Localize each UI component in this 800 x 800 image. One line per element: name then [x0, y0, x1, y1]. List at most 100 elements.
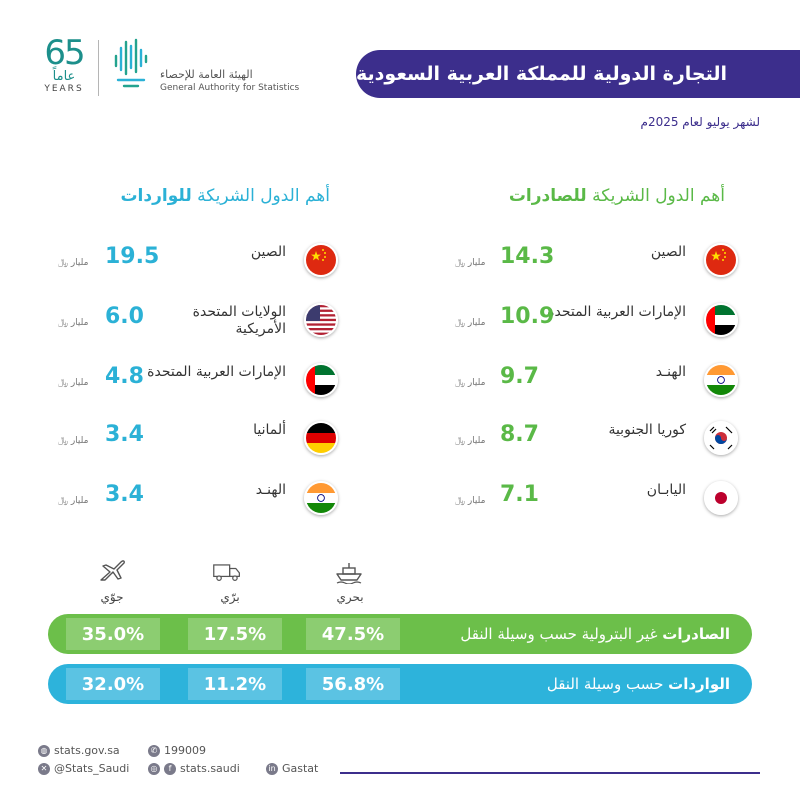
germany-flag: [304, 421, 338, 455]
imports-row: الإمارات العربية المتحدة 4.8 مليار ﷼: [0, 360, 800, 400]
imports-country-name: الإمارات العربية المتحدة: [147, 364, 286, 380]
uae-flag: [704, 303, 738, 337]
page-title-banner: التجارة الدولية للمملكة العربية السعودية: [356, 50, 800, 98]
exports-value: 9.7: [500, 364, 539, 389]
website-text: stats.gov.sa: [54, 744, 120, 757]
exports-heading: أهم الدول الشريكة للصادرات: [509, 186, 725, 206]
exports-country-name: الصين: [650, 244, 686, 260]
x-twitter-icon: ✕: [38, 762, 50, 775]
anniversary-arabic: عاماً: [52, 69, 76, 84]
exports-bar-label-bold: الصادرات: [662, 625, 730, 643]
globe-icon: ◍: [38, 744, 50, 757]
exports-country-name: الإمارات العربية المتحدة: [547, 304, 686, 320]
anniversary-english: YEARS: [44, 84, 84, 94]
exports-value: 8.7: [500, 422, 539, 447]
exports-value: 7.1: [500, 482, 539, 507]
linkedin-icon: in: [266, 762, 278, 775]
exports-value: 10.9: [500, 304, 555, 329]
imports-row: الولايات المتحدة الأمريكية 6.0 مليار ﷼: [0, 300, 800, 340]
truck-icon: [213, 564, 240, 581]
exports-country-name: الهنـد: [655, 364, 686, 380]
land-mode-label: برّي: [220, 590, 240, 604]
japan-flag: [704, 481, 738, 515]
exports-country-name: كوريا الجنوبية: [608, 422, 686, 438]
china-flag: [704, 243, 738, 277]
page-subtitle: لشهر يوليو لعام 2025م: [640, 115, 761, 129]
imports-country-name: الهنـد: [255, 482, 286, 498]
phone-text: 199009: [164, 744, 206, 757]
instagram-icon: ◎: [148, 762, 160, 775]
imports-heading-regular: أهم الدول الشريكة: [197, 186, 330, 206]
imports-bar-label-bold: الواردات: [668, 675, 730, 693]
china-flag: [304, 243, 338, 277]
linkedin-text: Gastat: [282, 762, 319, 775]
imports-unit: مليار ﷼: [58, 496, 89, 506]
uae-flag: [304, 363, 338, 397]
exports-bar-label-regular: غير البترولية حسب وسيلة النقل: [460, 625, 658, 643]
gastat-wordmark: الهيئة العامة للإحصاء General Authority …: [160, 68, 300, 93]
imports-row: ألمانيا 3.4 مليار ﷼: [0, 418, 800, 458]
imports-transport-bar: 32.0% 11.2% 56.8% الواردات حسب وسيلة الن…: [48, 664, 752, 704]
exports-land-share: 17.5%: [188, 618, 282, 650]
footer-twitter[interactable]: ✕ @Stats_Saudi: [38, 762, 129, 775]
exports-sea-share: 47.5%: [306, 618, 400, 650]
exports-heading-bold: للصادرات: [508, 186, 587, 206]
exports-unit: مليار ﷼: [455, 436, 486, 446]
footer-linkedin[interactable]: in Gastat: [266, 762, 318, 775]
gastat-logo-icon: [114, 38, 148, 88]
instagram-facebook-text: stats.saudi: [180, 762, 240, 775]
imports-country-name: الولايات المتحدة الأمريكية: [192, 304, 286, 337]
imports-heading: أهم الدول الشريكة للواردات: [120, 186, 330, 206]
exports-row: اليابـان 7.1 مليار ﷼: [0, 478, 800, 518]
imports-unit: مليار ﷼: [58, 258, 89, 268]
page-title: التجارة الدولية للمملكة العربية السعودية: [356, 63, 728, 85]
org-name-english: General Authority for Statistics: [160, 83, 300, 93]
imports-sea-share: 56.8%: [306, 668, 400, 700]
imports-country-name: الصين: [250, 244, 286, 260]
exports-unit: مليار ﷼: [455, 258, 486, 268]
india-flag: [704, 363, 738, 397]
imports-air-share: 32.0%: [66, 668, 160, 700]
imports-row: الهنـد 3.4 مليار ﷼: [0, 478, 800, 518]
usa-flag: [304, 303, 338, 337]
imports-value: 3.4: [105, 482, 144, 507]
org-name-arabic: الهيئة العامة للإحصاء: [160, 68, 253, 81]
footer-website[interactable]: ◍ stats.gov.sa: [38, 744, 120, 757]
imports-bar-label-regular: حسب وسيلة النقل: [546, 675, 664, 693]
imports-unit: مليار ﷼: [58, 378, 89, 388]
imports-land-share: 11.2%: [188, 668, 282, 700]
sea-mode-label: بحري: [336, 590, 364, 604]
footer-phone[interactable]: ✆ 199009: [148, 744, 206, 757]
imports-heading-bold: للواردات: [120, 186, 192, 206]
imports-value: 3.4: [105, 422, 144, 447]
india-flag: [304, 481, 338, 515]
anniversary-number: 65: [44, 33, 85, 73]
imports-unit: مليار ﷼: [58, 318, 89, 328]
imports-bar-label: الواردات حسب وسيلة النقل: [547, 664, 730, 704]
air-mode-label: جوّي: [100, 590, 124, 604]
footer-instagram-facebook[interactable]: ◎ f stats.saudi: [148, 762, 240, 775]
exports-unit: مليار ﷼: [455, 318, 486, 328]
exports-row: الصين 14.3 مليار ﷼: [0, 240, 800, 280]
65-years-logo: 65 عاماً YEARS: [36, 36, 92, 94]
imports-value: 6.0: [105, 304, 144, 329]
imports-row: الصين 19.5 مليار ﷼: [0, 240, 800, 280]
footer-accent-line: [340, 772, 760, 774]
phone-icon: ✆: [148, 744, 160, 757]
ship-icon: [336, 563, 362, 584]
imports-country-name: ألمانيا: [253, 422, 286, 438]
exports-country-name: اليابـان: [646, 482, 686, 498]
twitter-text: @Stats_Saudi: [54, 762, 130, 775]
exports-row: الإمارات العربية المتحدة 10.9 مليار ﷼: [0, 300, 800, 340]
exports-heading-regular: أهم الدول الشريكة: [592, 186, 725, 206]
imports-value: 19.5: [105, 244, 160, 269]
exports-row: كوريا الجنوبية 8.7 مليار ﷼: [0, 418, 800, 458]
imports-unit: مليار ﷼: [58, 436, 89, 446]
logo-divider: [98, 40, 99, 96]
exports-bar-label: الصادرات غير البترولية حسب وسيلة النقل: [460, 614, 730, 654]
exports-value: 14.3: [500, 244, 555, 269]
plane-icon: [100, 560, 125, 581]
exports-row: الهنـد 9.7 مليار ﷼: [0, 360, 800, 400]
exports-unit: مليار ﷼: [455, 378, 486, 388]
south-korea-flag: [704, 421, 738, 455]
